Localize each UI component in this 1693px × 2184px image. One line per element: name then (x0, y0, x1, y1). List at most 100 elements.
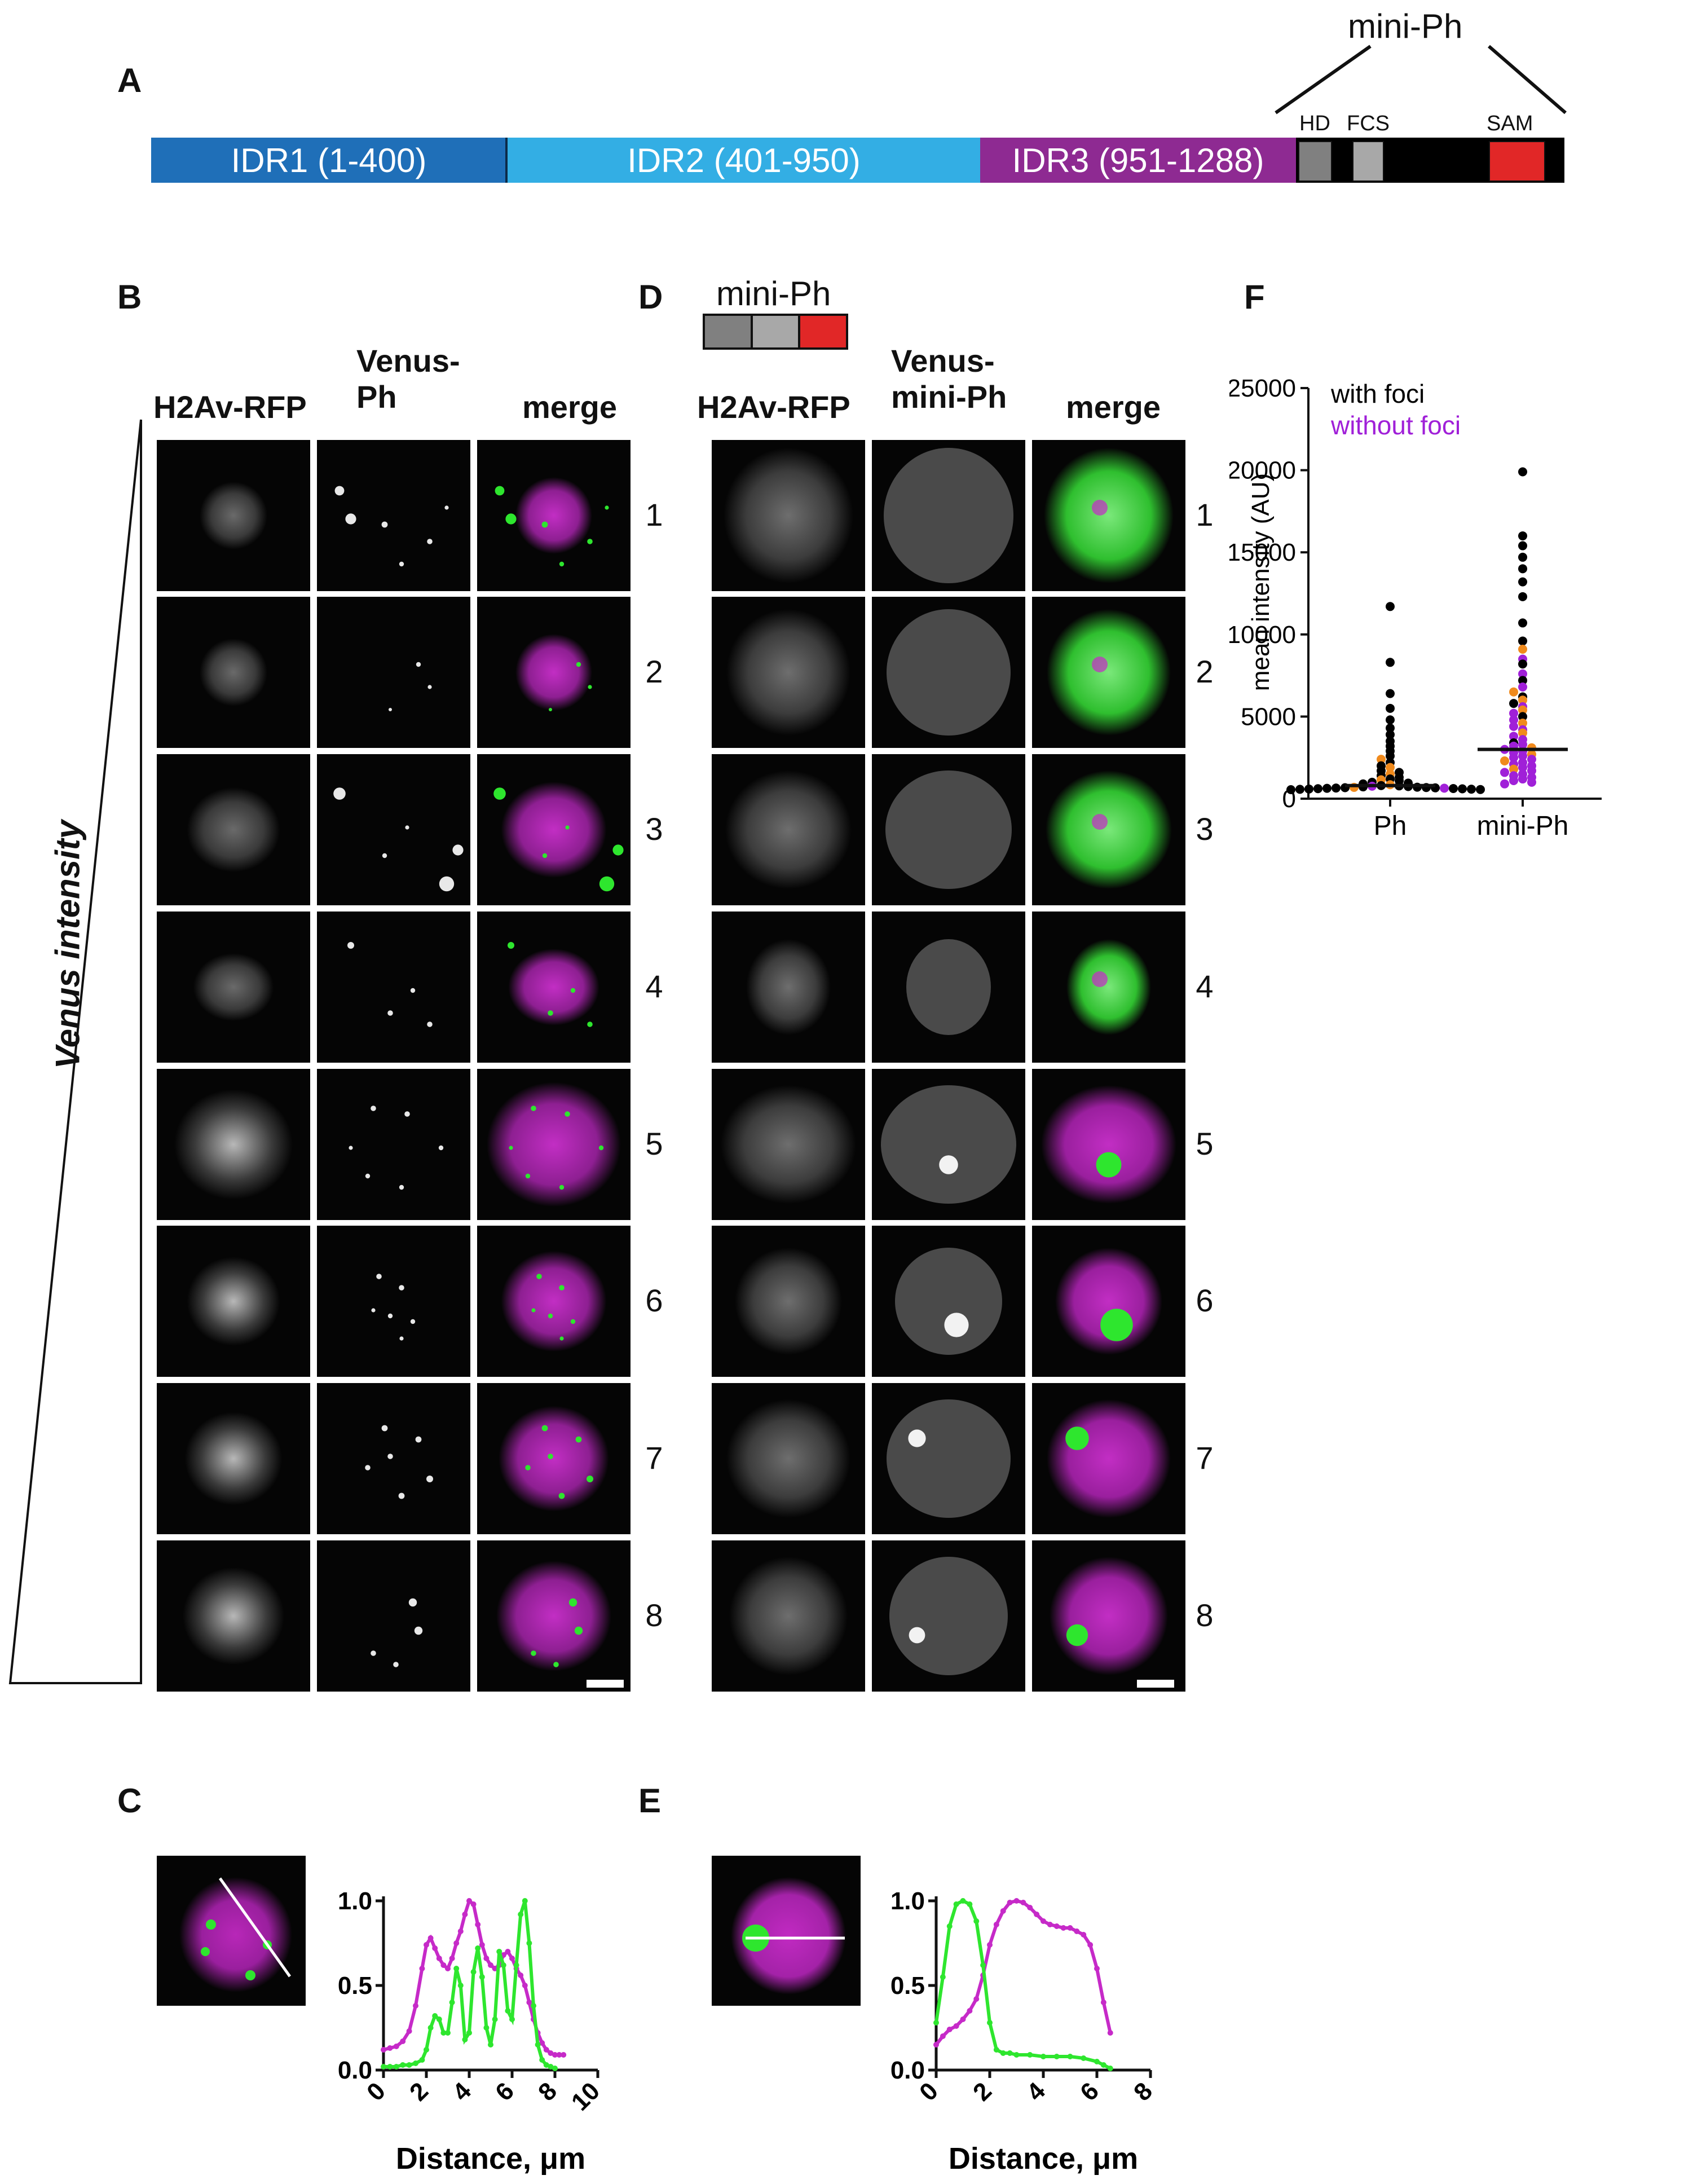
scatter-point (1518, 695, 1527, 705)
data-point (505, 2008, 511, 2014)
scatter-point (1509, 753, 1518, 763)
b-h2av-image-1 (157, 440, 310, 591)
d-h2av-image-2 (712, 597, 865, 748)
panel-label-d: D (638, 278, 663, 316)
data-point (462, 1912, 468, 1917)
b-venus-ph-image-2 (317, 597, 470, 748)
data-point (987, 1942, 993, 1948)
data-point (432, 2013, 438, 2019)
b-merge-image-3 (477, 754, 631, 905)
data-point (381, 2047, 386, 2053)
b-h2av-image-7 (157, 1383, 310, 1534)
data-point (419, 2057, 425, 2063)
row-number-b-4: 4 (645, 968, 663, 1004)
scatter-point (1527, 777, 1536, 787)
scatter-point (1518, 618, 1527, 628)
data-point (453, 1940, 460, 1946)
data-point (483, 1956, 490, 1961)
d-merge-image-4 (1032, 912, 1185, 1063)
data-point (440, 1962, 447, 1968)
scale-bar-d (1137, 1680, 1174, 1688)
scatter-point (1386, 730, 1395, 739)
domain-hd-label: HD (1299, 112, 1330, 135)
legend-item: without foci (1330, 411, 1461, 440)
scatter-point (1332, 783, 1341, 793)
data-point (518, 1912, 524, 1917)
data-point (1074, 1928, 1080, 1934)
data-point (940, 2033, 946, 2039)
domain-fcs-label: FCS (1347, 112, 1390, 135)
data-point (953, 2023, 959, 2029)
b-merge-image-5 (477, 1069, 631, 1220)
x-tick-label: 4 (447, 2077, 477, 2106)
b-merge-image-7 (477, 1383, 631, 1534)
data-point (483, 2025, 490, 2031)
data-point (993, 1922, 999, 1927)
data-point (548, 2050, 554, 2056)
scatter-point (1476, 785, 1485, 794)
scatter-point (1509, 776, 1518, 785)
domain-fcs (1352, 141, 1384, 182)
scatter-point (1518, 552, 1527, 562)
scatter-point (1518, 728, 1527, 738)
data-point (445, 2030, 451, 2036)
scatter-point (1286, 785, 1295, 794)
domain-sam (1489, 141, 1545, 182)
y-tick-label: 0.0 (890, 2057, 925, 2084)
panel-label-c: C (117, 1782, 142, 1820)
x-axis-label: Distance, μm (396, 2142, 585, 2176)
data-point (1081, 1932, 1087, 1938)
scatter-point (1527, 755, 1536, 764)
d-merge-image-3 (1032, 754, 1185, 905)
data-point (522, 1898, 528, 1904)
d-venus-mini-ph-image-3 (872, 754, 1025, 905)
data-point (457, 1928, 464, 1934)
scatter-point (1509, 764, 1518, 774)
data-point (488, 1962, 493, 1968)
data-point (1007, 1900, 1013, 1905)
y-tick-label: 0.0 (338, 2057, 372, 2084)
data-point (449, 2000, 455, 2005)
category-label: mini-Ph (1477, 811, 1569, 841)
scatter-point (1500, 768, 1509, 777)
scatter-point (1509, 732, 1518, 741)
d-h2av-image-6 (712, 1226, 865, 1377)
data-point (513, 1962, 519, 1968)
row-number-b-6: 6 (645, 1283, 663, 1318)
data-point (1060, 1925, 1066, 1931)
scatter-point (1518, 682, 1527, 692)
scale-bar-b (587, 1680, 624, 1688)
scatter-point (1386, 751, 1395, 761)
data-point (479, 1942, 485, 1948)
scatter-point (1386, 715, 1395, 725)
scatter-point (1518, 645, 1527, 654)
b-h2av-image-2 (157, 597, 310, 748)
data-point (543, 2047, 549, 2053)
construct-hd (705, 316, 753, 347)
scatter-point (1386, 602, 1395, 611)
data-point (940, 1974, 946, 1980)
scatter-point (1509, 721, 1518, 731)
data-point (462, 2037, 468, 2042)
data-point (496, 1949, 502, 1954)
scatter-point (1386, 658, 1395, 667)
x-tick-label: 2 (404, 2077, 434, 2106)
scatter-point (1518, 531, 1527, 541)
d-h2av-image-5 (712, 1069, 865, 1220)
data-point (1027, 1905, 1033, 1910)
panel-label-a: A (117, 61, 142, 99)
scatter-point (1509, 715, 1518, 725)
y-tick-label: 1.0 (890, 1887, 925, 1915)
row-number-b-1: 1 (645, 497, 663, 532)
b-merge-image-6 (477, 1226, 631, 1377)
data-point (960, 2016, 966, 2022)
scatter-point (1509, 687, 1518, 697)
x-tick-label: 6 (490, 2077, 519, 2106)
data-point (953, 1901, 959, 1907)
data-point (526, 2000, 532, 2005)
data-point (445, 1966, 451, 1971)
data-point (479, 1974, 485, 1980)
x-axis-label: Distance, μm (949, 2142, 1138, 2176)
row-number-b-7: 7 (645, 1440, 663, 1476)
